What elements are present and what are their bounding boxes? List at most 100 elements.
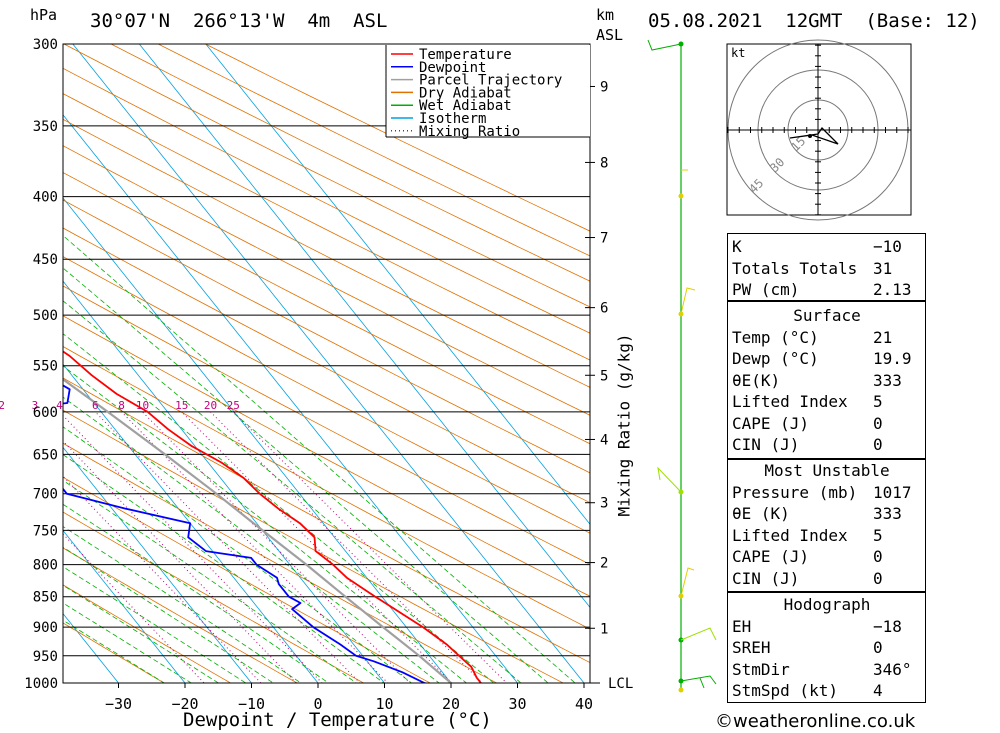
x-tick-label: 10 [375,695,393,713]
pressure-tick-label: 500 [33,308,58,324]
most-unstable-label: Pressure (mb) [732,482,858,502]
pressure-tick-label: 1000 [24,676,58,692]
wet-adiabat-line [63,426,413,683]
dry-adiabat-line [63,346,590,630]
mixing-ratio-line [63,440,297,683]
hodograph-param-label: EH [732,616,752,636]
dry-adiabat-line [63,67,590,334]
x-tick-label: −20 [171,695,198,713]
most-unstable-value: 0 [873,568,883,588]
surface-row: CIN (J) 0 [727,434,927,456]
isotherm-line [63,197,452,683]
most-unstable-value: 1017 [873,482,912,502]
mixing-ratio-label: 25 [227,399,240,412]
surface-value: 21 [873,327,893,347]
wet-adiabat-line [63,454,385,683]
dry-adiabat-line [63,511,365,683]
hodograph-param-label: StmDir [732,659,790,679]
lcl-label: LCL [608,676,633,692]
x-tick-label: 30 [508,695,526,713]
dry-adiabat-line [63,377,590,664]
hodograph-param-label: SREH [732,638,771,657]
hodograph-trace [789,126,839,145]
copyright[interactable]: ©weatheronline.co.uk [715,711,916,732]
pressure-tick-label: 450 [33,252,58,268]
x-tick-label: −10 [238,695,265,713]
km-tick-label: 9 [600,79,608,95]
wet-adiabat-line [63,602,192,683]
dry-adiabat-line [63,199,590,474]
asl-label: ASL [596,26,624,44]
wet-adiabat-line [63,526,302,683]
dry-adiabat-line [63,285,590,565]
most-unstable-title: Most Unstable [764,461,890,480]
index-row: K −10 [727,236,927,258]
isotherm-line [0,26,6,709]
index-value: −10 [873,237,902,256]
wind-barb [680,287,696,315]
dry-adiabat-line [63,315,590,597]
km-tick-label: 7 [600,231,608,247]
surface-title: Surface [793,306,861,325]
x-tick-label: −30 [105,695,132,713]
mixing-ratio-label: 8 [118,399,125,412]
pressure-tick-label: 950 [33,649,58,665]
pressure-tick-label: 300 [33,37,58,53]
pressure-unit: hPa [30,6,58,24]
most-unstable-table: Most Unstable Pressure (mb) 1017 θE (K) 333… [727,460,927,589]
wet-adiabat-line [63,365,468,683]
km-tick-label: 5 [600,368,608,384]
mixing-ratio-line [142,411,411,683]
surface-label: CIN (J) [732,435,800,454]
wind-level-dot [678,687,684,693]
km-tick-label: 8 [600,155,608,171]
mixing-ratio-line [232,411,508,683]
indices-table: K −10 Totals Totals 31 PW (cm) 2.13 [727,236,927,301]
plot-frame [62,43,591,684]
legend-entry-isotherm: Isotherm [419,111,486,127]
surface-label: θE(K) [732,370,781,390]
km-tick-label: 3 [600,496,608,512]
surface-label: CAPE (J) [732,413,810,433]
x-tick-label: 0 [313,695,322,713]
km-tick-label: 6 [600,301,608,317]
most-unstable-label: CIN (J) [732,568,800,588]
pressure-tick-label: 750 [33,523,58,539]
dry-adiabat-line [204,44,590,232]
legend-background [386,45,590,137]
dry-adiabat-line [110,44,590,282]
dewpoint-curve [63,384,428,683]
isotherm-line [63,363,319,683]
pressure-tick-label: 350 [33,119,58,135]
index-row: Totals Totals 31 [727,258,927,280]
surface-value: 5 [873,392,883,411]
index-row: PW (cm) 2.13 [727,279,927,301]
dry-adiabat-line [63,227,590,504]
hodograph-table-title: Hodograph [783,595,871,614]
surface-box [727,301,926,459]
isotherm-line [63,114,519,683]
wet-adiabat-line [63,267,549,683]
surface-label: Lifted Index [732,392,848,411]
mixing-ratio-line [63,533,205,683]
most-unstable-row: CIN (J) 0 [727,568,927,590]
most-unstable-label: CAPE (J) [732,547,810,566]
surface-row: Temp (°C) 21 [727,327,927,349]
most-unstable-label: θE (K) [732,504,790,523]
mixing-ratio-line [94,411,361,683]
most-unstable-box [727,459,926,592]
mixing-ratio-label: 15 [175,399,188,412]
hodograph-param-value: −18 [873,616,902,636]
surface-row: θE(K) 333 [727,370,927,392]
wind-barb [657,466,682,493]
hodograph-param-value: 0 [873,638,883,657]
mixing-ratio-label: 2 [0,399,5,412]
isotherm-line [63,612,120,683]
dry-adiabat-line [63,409,564,683]
wet-adiabat-line [63,546,274,683]
x-tick-label: 20 [442,695,460,713]
index-label: Totals Totals [732,258,858,278]
